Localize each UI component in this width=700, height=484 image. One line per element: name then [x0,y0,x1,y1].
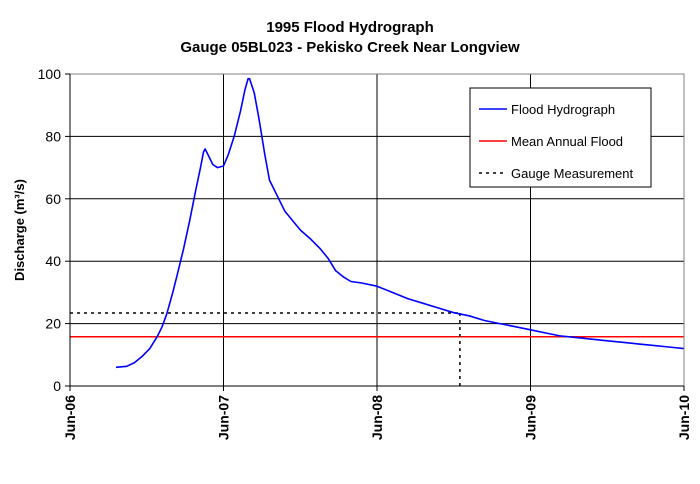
x-tick-label: Jun-07 [216,395,232,440]
y-tick-label: 100 [38,66,62,82]
x-tick-label: Jun-10 [676,395,692,440]
x-tick-label: Jun-09 [523,395,539,440]
x-tick-label: Jun-06 [62,395,78,440]
legend-flood-hydrograph-label: Flood Hydrograph [511,102,615,117]
chart-title: 1995 Flood Hydrograph [266,19,434,36]
y-axis-label: Discharge (m³/s) [12,179,27,281]
axes: 0 20 40 60 80 100 Jun-06 Jun-07 Jun-08 Jun-09 Jun-… [38,66,692,440]
y-tick-label: 0 [53,378,61,394]
y-tick-label: 40 [45,253,61,269]
y-tick-label: 60 [45,191,61,207]
x-tick-label: Jun-08 [369,395,385,440]
y-tick-label: 80 [45,128,61,144]
legend-gauge-measurement-label: Gauge Measurement [511,166,634,181]
legend-mean-annual-flood-label: Mean Annual Flood [511,134,623,149]
flood-hydrograph-line [115,77,685,369]
legend-box [469,87,652,188]
legend: Flood Hydrograph Mean Annual Flood Gauge M… [469,87,652,188]
chart-subtitle: Gauge 05BL023 - Pekisko Creek Near Longv… [180,39,520,56]
series-layer [70,77,685,386]
y-tick-label: 20 [45,316,61,332]
